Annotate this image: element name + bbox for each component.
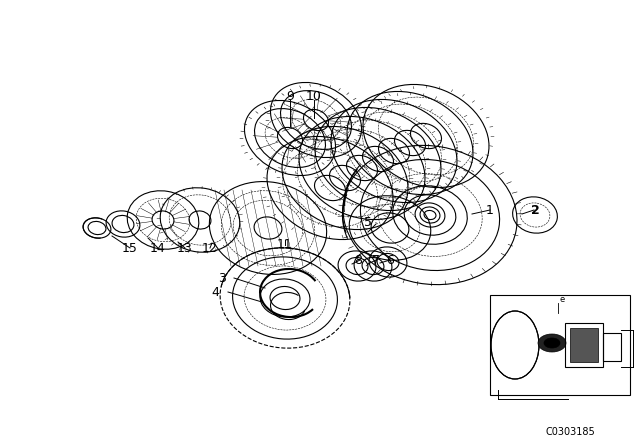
Text: 5: 5	[364, 216, 372, 229]
Text: 9: 9	[286, 90, 294, 103]
Text: 14: 14	[150, 241, 166, 254]
Ellipse shape	[544, 338, 560, 348]
Text: 13: 13	[177, 241, 193, 254]
Ellipse shape	[538, 334, 566, 352]
Text: 4: 4	[211, 285, 219, 298]
Text: 3: 3	[218, 271, 226, 284]
Text: 1: 1	[486, 203, 494, 216]
Text: 7: 7	[372, 254, 380, 267]
Text: 6: 6	[386, 254, 394, 267]
Bar	[570, 328, 598, 362]
Text: 15: 15	[122, 241, 138, 254]
Bar	[490, 295, 630, 395]
Text: C0303185: C0303185	[545, 427, 595, 437]
Text: 2: 2	[531, 203, 540, 216]
Bar	[565, 323, 603, 367]
Text: 11: 11	[277, 238, 293, 251]
Bar	[603, 333, 621, 361]
Text: e: e	[559, 296, 564, 305]
Text: 8: 8	[354, 254, 362, 267]
Text: 10: 10	[306, 90, 322, 103]
Text: 12: 12	[202, 241, 218, 254]
